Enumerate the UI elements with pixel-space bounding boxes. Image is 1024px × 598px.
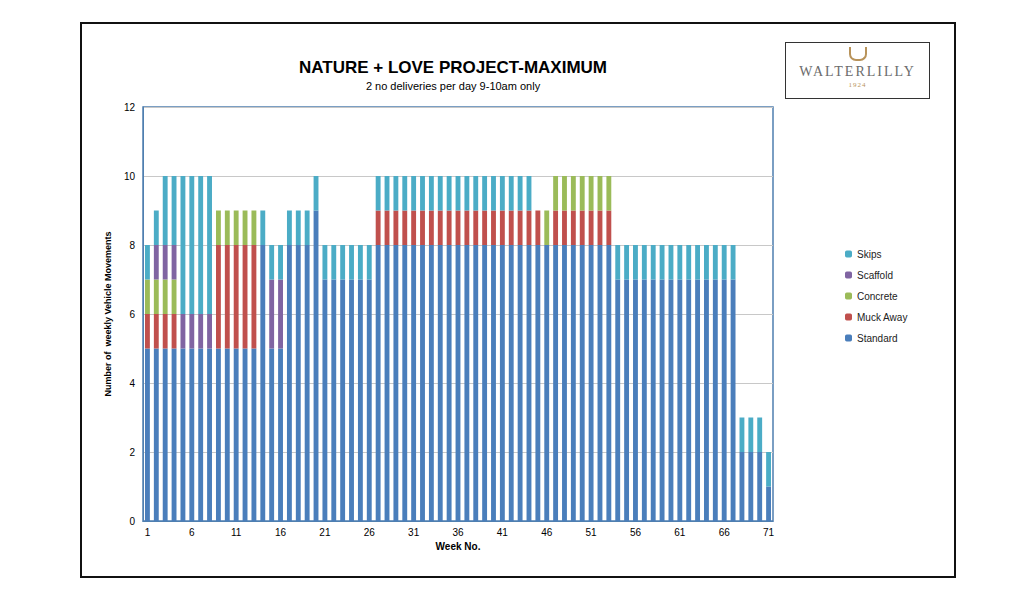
svg-text:6: 6: [129, 309, 135, 320]
svg-text:21: 21: [319, 527, 331, 538]
svg-text:6: 6: [189, 527, 195, 538]
svg-text:4: 4: [129, 378, 135, 389]
svg-text:11: 11: [231, 527, 242, 538]
svg-text:66: 66: [719, 527, 731, 538]
svg-text:Standard: Standard: [857, 333, 898, 344]
html-text:WALTERLILLY: WALTERLILLY: [799, 64, 916, 79]
svg-text:1: 1: [145, 527, 151, 538]
svg-text:41: 41: [497, 527, 509, 538]
svg-text:46: 46: [541, 527, 553, 538]
svg-text:12: 12: [124, 102, 136, 113]
svg-text:56: 56: [630, 527, 642, 538]
svg-text:Week No.: Week No.: [436, 541, 481, 552]
svg-text:0: 0: [129, 516, 135, 527]
svg-text:71: 71: [763, 527, 775, 538]
html-text:1924: 1924: [848, 81, 867, 89]
svg-text:2: 2: [129, 447, 135, 458]
svg-text:Number of weekly Vehicle Move: Number of weekly Vehicle Movements: [103, 231, 113, 396]
svg-text:Muck Away: Muck Away: [857, 312, 907, 323]
svg-text:51: 51: [586, 527, 598, 538]
svg-text:16: 16: [275, 527, 287, 538]
svg-text:2 no deliveries per day 9-10am: 2 no deliveries per day 9-10am only: [366, 80, 541, 92]
svg-text:10: 10: [124, 171, 136, 182]
svg-text:Skips: Skips: [857, 249, 881, 260]
svg-text:Concrete: Concrete: [857, 291, 898, 302]
svg-text:Scaffold: Scaffold: [857, 270, 893, 281]
svg-text:26: 26: [364, 527, 376, 538]
svg-text:8: 8: [129, 240, 135, 251]
svg-text:NATURE + LOVE PROJECT-MAXIMUM: NATURE + LOVE PROJECT-MAXIMUM: [299, 58, 607, 77]
svg-text:36: 36: [452, 527, 464, 538]
svg-text:61: 61: [674, 527, 686, 538]
svg-text:31: 31: [408, 527, 420, 538]
